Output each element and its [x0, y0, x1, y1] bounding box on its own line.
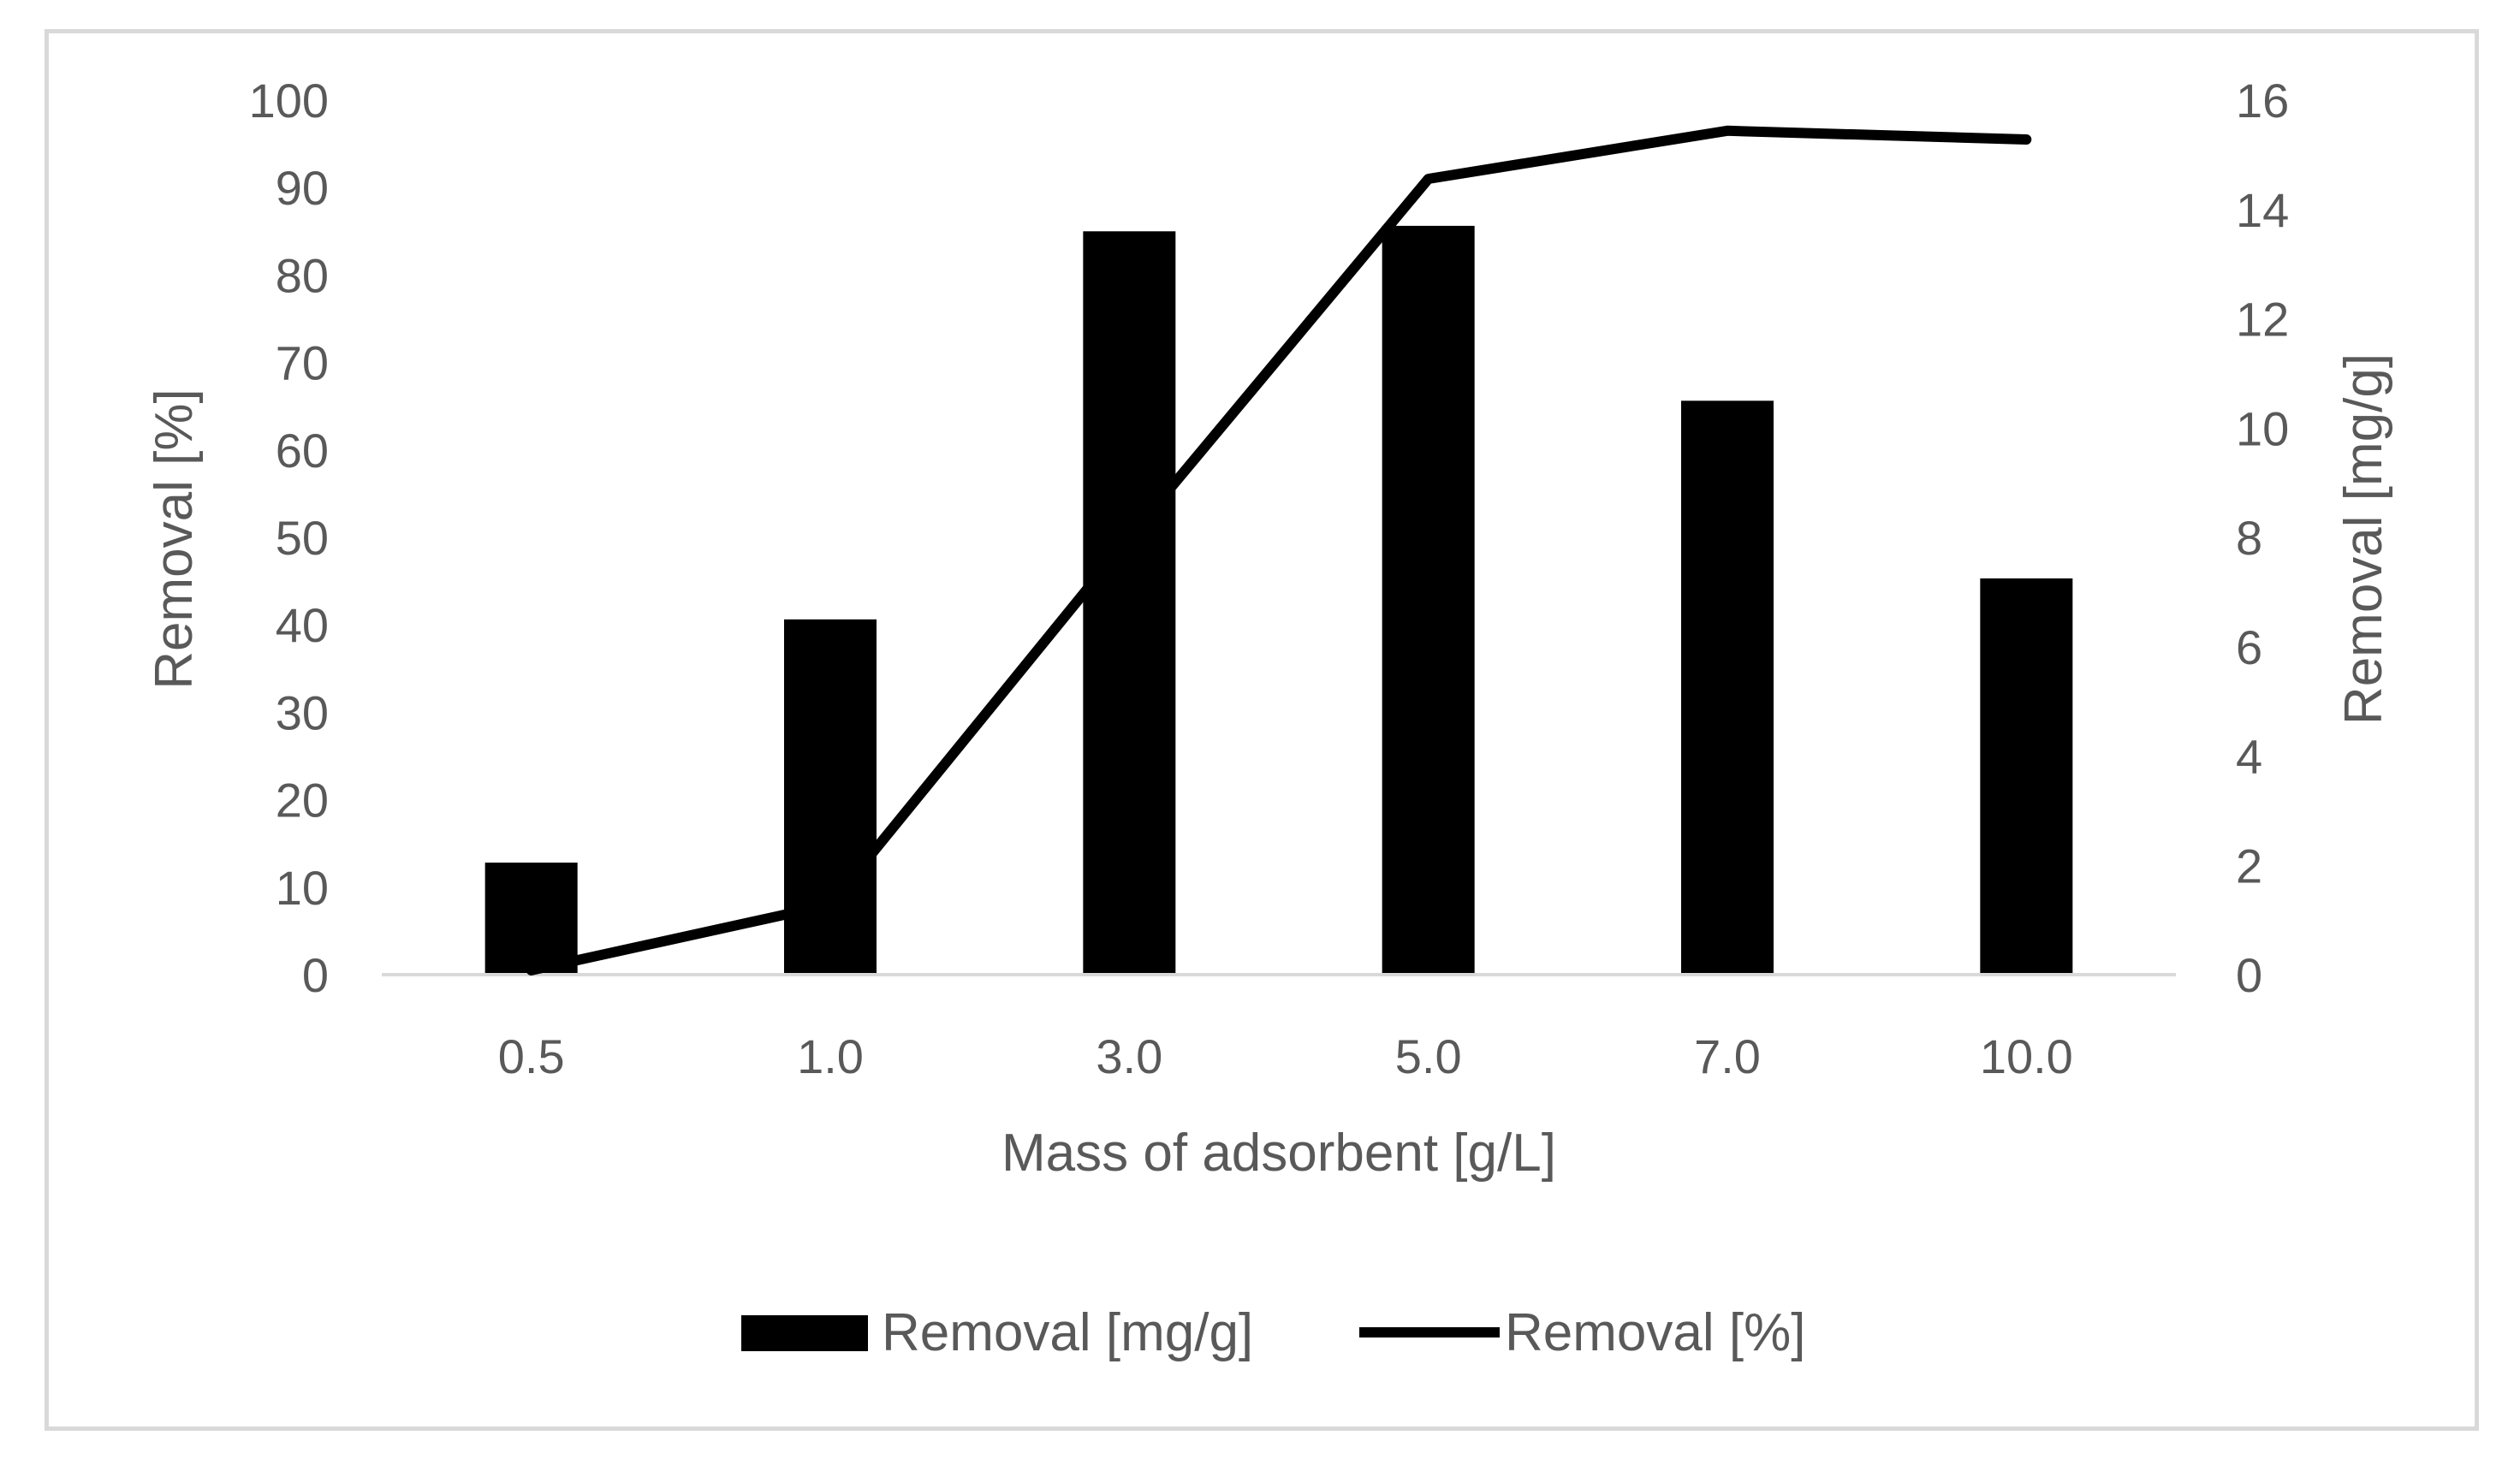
left-tick-label: 50	[276, 511, 329, 565]
left-tick-label: 40	[276, 598, 329, 652]
x-tick-label: 5.0	[1395, 1029, 1462, 1083]
left-tick-label: 70	[276, 336, 329, 390]
left-tick-label: 90	[276, 161, 329, 215]
legend-swatch-bar	[741, 1315, 868, 1351]
legend: Removal [mg/g] Removal [%]	[741, 1303, 1805, 1362]
bar-7.0	[1681, 400, 1774, 975]
right-tick-label: 6	[2236, 620, 2262, 674]
bar-series-group	[484, 225, 2073, 976]
right-axis-ticks: 0 2 4 6 8 10 12 14 16	[2236, 74, 2289, 1002]
bar-0.5	[484, 863, 578, 975]
x-tick-label: 1.0	[797, 1029, 864, 1083]
right-tick-label: 16	[2236, 74, 2289, 128]
right-tick-label: 8	[2236, 511, 2262, 565]
left-tick-label: 60	[276, 424, 329, 477]
legend-label-line: Removal [%]	[1505, 1303, 1805, 1362]
right-tick-label: 2	[2236, 839, 2262, 893]
left-tick-label: 80	[276, 248, 329, 302]
x-axis-title: Mass of adsorbent [g/L]	[1001, 1124, 1556, 1183]
bar-5.0	[1382, 225, 1475, 976]
right-tick-label: 0	[2236, 948, 2262, 1002]
bar-3.0	[1083, 231, 1176, 975]
left-axis-title: Removal [%]	[145, 388, 204, 689]
left-tick-label: 10	[276, 861, 329, 915]
chart-frame	[45, 29, 2479, 1431]
line-series-removal-percent	[526, 125, 2032, 976]
x-axis-ticks: 0.5 1.0 3.0 5.0 7.0 10.0	[498, 1029, 2073, 1083]
left-tick-label: 100	[249, 74, 329, 128]
bar-10.0	[1980, 578, 2073, 975]
left-tick-label: 30	[276, 685, 329, 739]
x-tick-label: 0.5	[498, 1029, 565, 1083]
right-tick-label: 4	[2236, 730, 2262, 784]
left-axis-ticks: 0 10 20 30 40 50 60 70 80 90 100	[249, 74, 329, 1002]
right-tick-label: 12	[2236, 293, 2289, 347]
right-tick-label: 10	[2236, 401, 2289, 455]
bar-1.0	[784, 619, 877, 975]
left-tick-label: 20	[276, 774, 329, 827]
x-tick-label: 7.0	[1694, 1029, 1761, 1083]
left-tick-label: 0	[302, 948, 329, 1002]
x-tick-label: 10.0	[1980, 1029, 2073, 1083]
x-tick-label: 3.0	[1096, 1029, 1162, 1083]
legend-label-bar: Removal [mg/g]	[882, 1303, 1253, 1362]
right-axis-title: Removal [mg/g]	[2334, 353, 2393, 725]
right-tick-label: 14	[2236, 183, 2289, 237]
